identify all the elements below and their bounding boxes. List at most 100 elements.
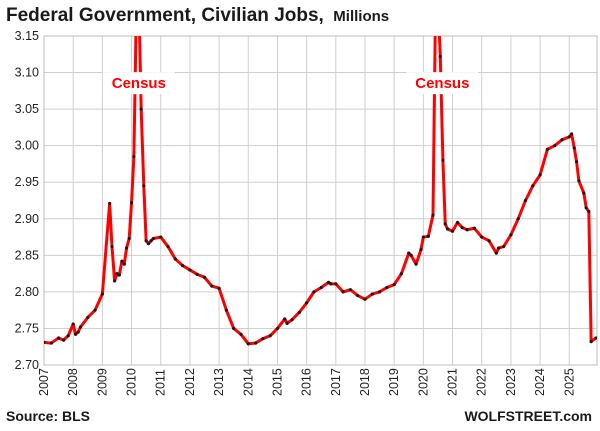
data-point (283, 317, 287, 321)
data-point (66, 334, 70, 338)
y-tick-label: 3.05 (15, 102, 39, 116)
data-point (348, 288, 353, 292)
chart-title-units: Millions (333, 8, 389, 25)
data-point (572, 146, 576, 150)
data-point (224, 308, 228, 312)
data-point (582, 191, 586, 195)
data-point (443, 222, 447, 226)
data-point (217, 286, 221, 290)
y-tick-label: 2.75 (15, 321, 39, 335)
chart-title-main: Federal Government, Civilian Jobs, (6, 5, 324, 26)
y-tick-label: 2.85 (15, 248, 39, 262)
data-point (426, 234, 430, 238)
data-point (509, 233, 513, 237)
data-point (76, 330, 80, 334)
credit-label: WOLFSTREET.com (464, 408, 592, 424)
data-point (399, 272, 404, 276)
data-point (122, 262, 126, 266)
data-point (341, 290, 345, 294)
data-point (146, 242, 151, 246)
data-point (305, 301, 309, 305)
x-tick-label: 2008 (66, 368, 80, 396)
annotations: Census Census (102, 72, 479, 95)
data-point (61, 338, 66, 342)
data-point (438, 54, 442, 59)
data-point (560, 138, 564, 142)
y-tick-label: 3.00 (15, 139, 39, 153)
data-point (173, 257, 177, 261)
x-tick-label: 2015 (270, 368, 284, 396)
data-point (577, 179, 581, 183)
x-tick-label: 2018 (358, 368, 372, 396)
data-point (326, 280, 331, 284)
data-point (363, 297, 367, 301)
y-tick-label: 2.70 (15, 358, 39, 372)
data-point (584, 206, 588, 210)
data-point (385, 285, 389, 290)
x-tick-label: 2019 (387, 368, 401, 396)
data-point (261, 337, 265, 341)
data-point (268, 334, 272, 338)
data-point (531, 184, 535, 188)
data-point (594, 336, 597, 340)
source-note: Source: BLS (6, 408, 90, 424)
x-tick-label: 2012 (183, 368, 197, 396)
data-point (421, 235, 425, 239)
data-point (110, 244, 114, 249)
x-tick-label: 2010 (125, 368, 139, 396)
data-point (188, 268, 192, 272)
data-point (502, 244, 506, 249)
data-point (409, 253, 413, 257)
data-point (232, 326, 236, 331)
annotation-box (102, 72, 175, 95)
data-point (419, 247, 423, 252)
plot-frame (43, 35, 598, 366)
annotation-box (406, 72, 479, 95)
data-point (113, 279, 117, 283)
x-tick-label: 2021 (446, 368, 460, 396)
data-point (253, 341, 258, 345)
data-point (290, 318, 294, 322)
series-markers (44, 0, 597, 346)
data-point (144, 239, 148, 243)
data-point (135, 0, 138, 1)
data-point (108, 201, 112, 206)
data-point (137, 0, 140, 1)
data-point (120, 259, 124, 263)
data-point (239, 332, 243, 336)
data-point (445, 227, 450, 231)
data-point (151, 236, 156, 241)
data-point (132, 155, 136, 159)
data-point (472, 226, 477, 230)
data-point (312, 290, 316, 294)
data-point (407, 251, 411, 255)
x-tick-label: 2009 (95, 368, 109, 396)
x-tick-label: 2007 (37, 368, 51, 396)
x-tick-label: 2020 (416, 368, 430, 396)
x-tick-label: 2025 (562, 368, 576, 396)
data-point (139, 107, 143, 111)
data-point (570, 132, 574, 136)
y-tick-label: 2.80 (15, 285, 39, 299)
data-point (78, 325, 83, 329)
data-point (44, 340, 46, 344)
data-point (159, 235, 163, 239)
data-point (494, 251, 498, 255)
data-point (523, 198, 528, 203)
data-point (589, 340, 593, 344)
data-point (181, 263, 185, 268)
data-point (370, 292, 374, 296)
annotation-census: Census (415, 75, 469, 92)
data-point (587, 209, 591, 214)
data-point (56, 336, 61, 340)
x-tick-label: 2023 (504, 368, 518, 396)
data-point (414, 262, 418, 266)
data-point (455, 220, 460, 225)
plot-area (44, 0, 597, 346)
data-point (142, 184, 146, 188)
data-point (297, 310, 301, 314)
data-point (450, 229, 455, 233)
y-axis: 2.70 2.75 2.80 2.85 2.90 2.95 3.00 3.05 3.10 3.15 (15, 29, 39, 372)
data-point (124, 246, 129, 250)
